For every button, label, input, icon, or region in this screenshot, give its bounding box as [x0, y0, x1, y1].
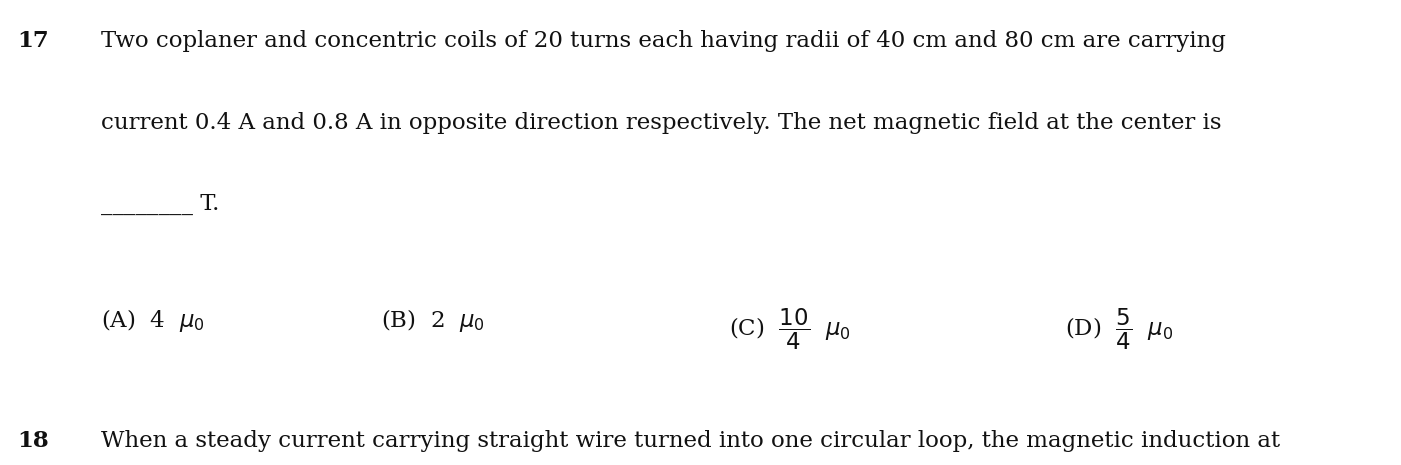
- Text: current 0.4 A and 0.8 A in opposite direction respectively. The net magnetic fie: current 0.4 A and 0.8 A in opposite dire…: [101, 112, 1222, 133]
- Text: (C)  $\dfrac{10}{4}$  $\mu_0$: (C) $\dfrac{10}{4}$ $\mu_0$: [729, 307, 850, 352]
- Text: Two coplaner and concentric coils of 20 turns each having radii of 40 cm and 80 : Two coplaner and concentric coils of 20 …: [101, 30, 1226, 52]
- Text: 18: 18: [17, 430, 49, 452]
- Text: ________ T.: ________ T.: [101, 193, 219, 215]
- Text: (D)  $\dfrac{5}{4}$  $\mu_0$: (D) $\dfrac{5}{4}$ $\mu_0$: [1065, 307, 1173, 352]
- Text: (A)  4  $\mu_0$: (A) 4 $\mu_0$: [101, 307, 205, 334]
- Text: 17: 17: [17, 30, 49, 52]
- Text: When a steady current carrying straight wire turned into one circular loop, the : When a steady current carrying straight …: [101, 430, 1281, 452]
- Text: (B)  2  $\mu_0$: (B) 2 $\mu_0$: [381, 307, 485, 334]
